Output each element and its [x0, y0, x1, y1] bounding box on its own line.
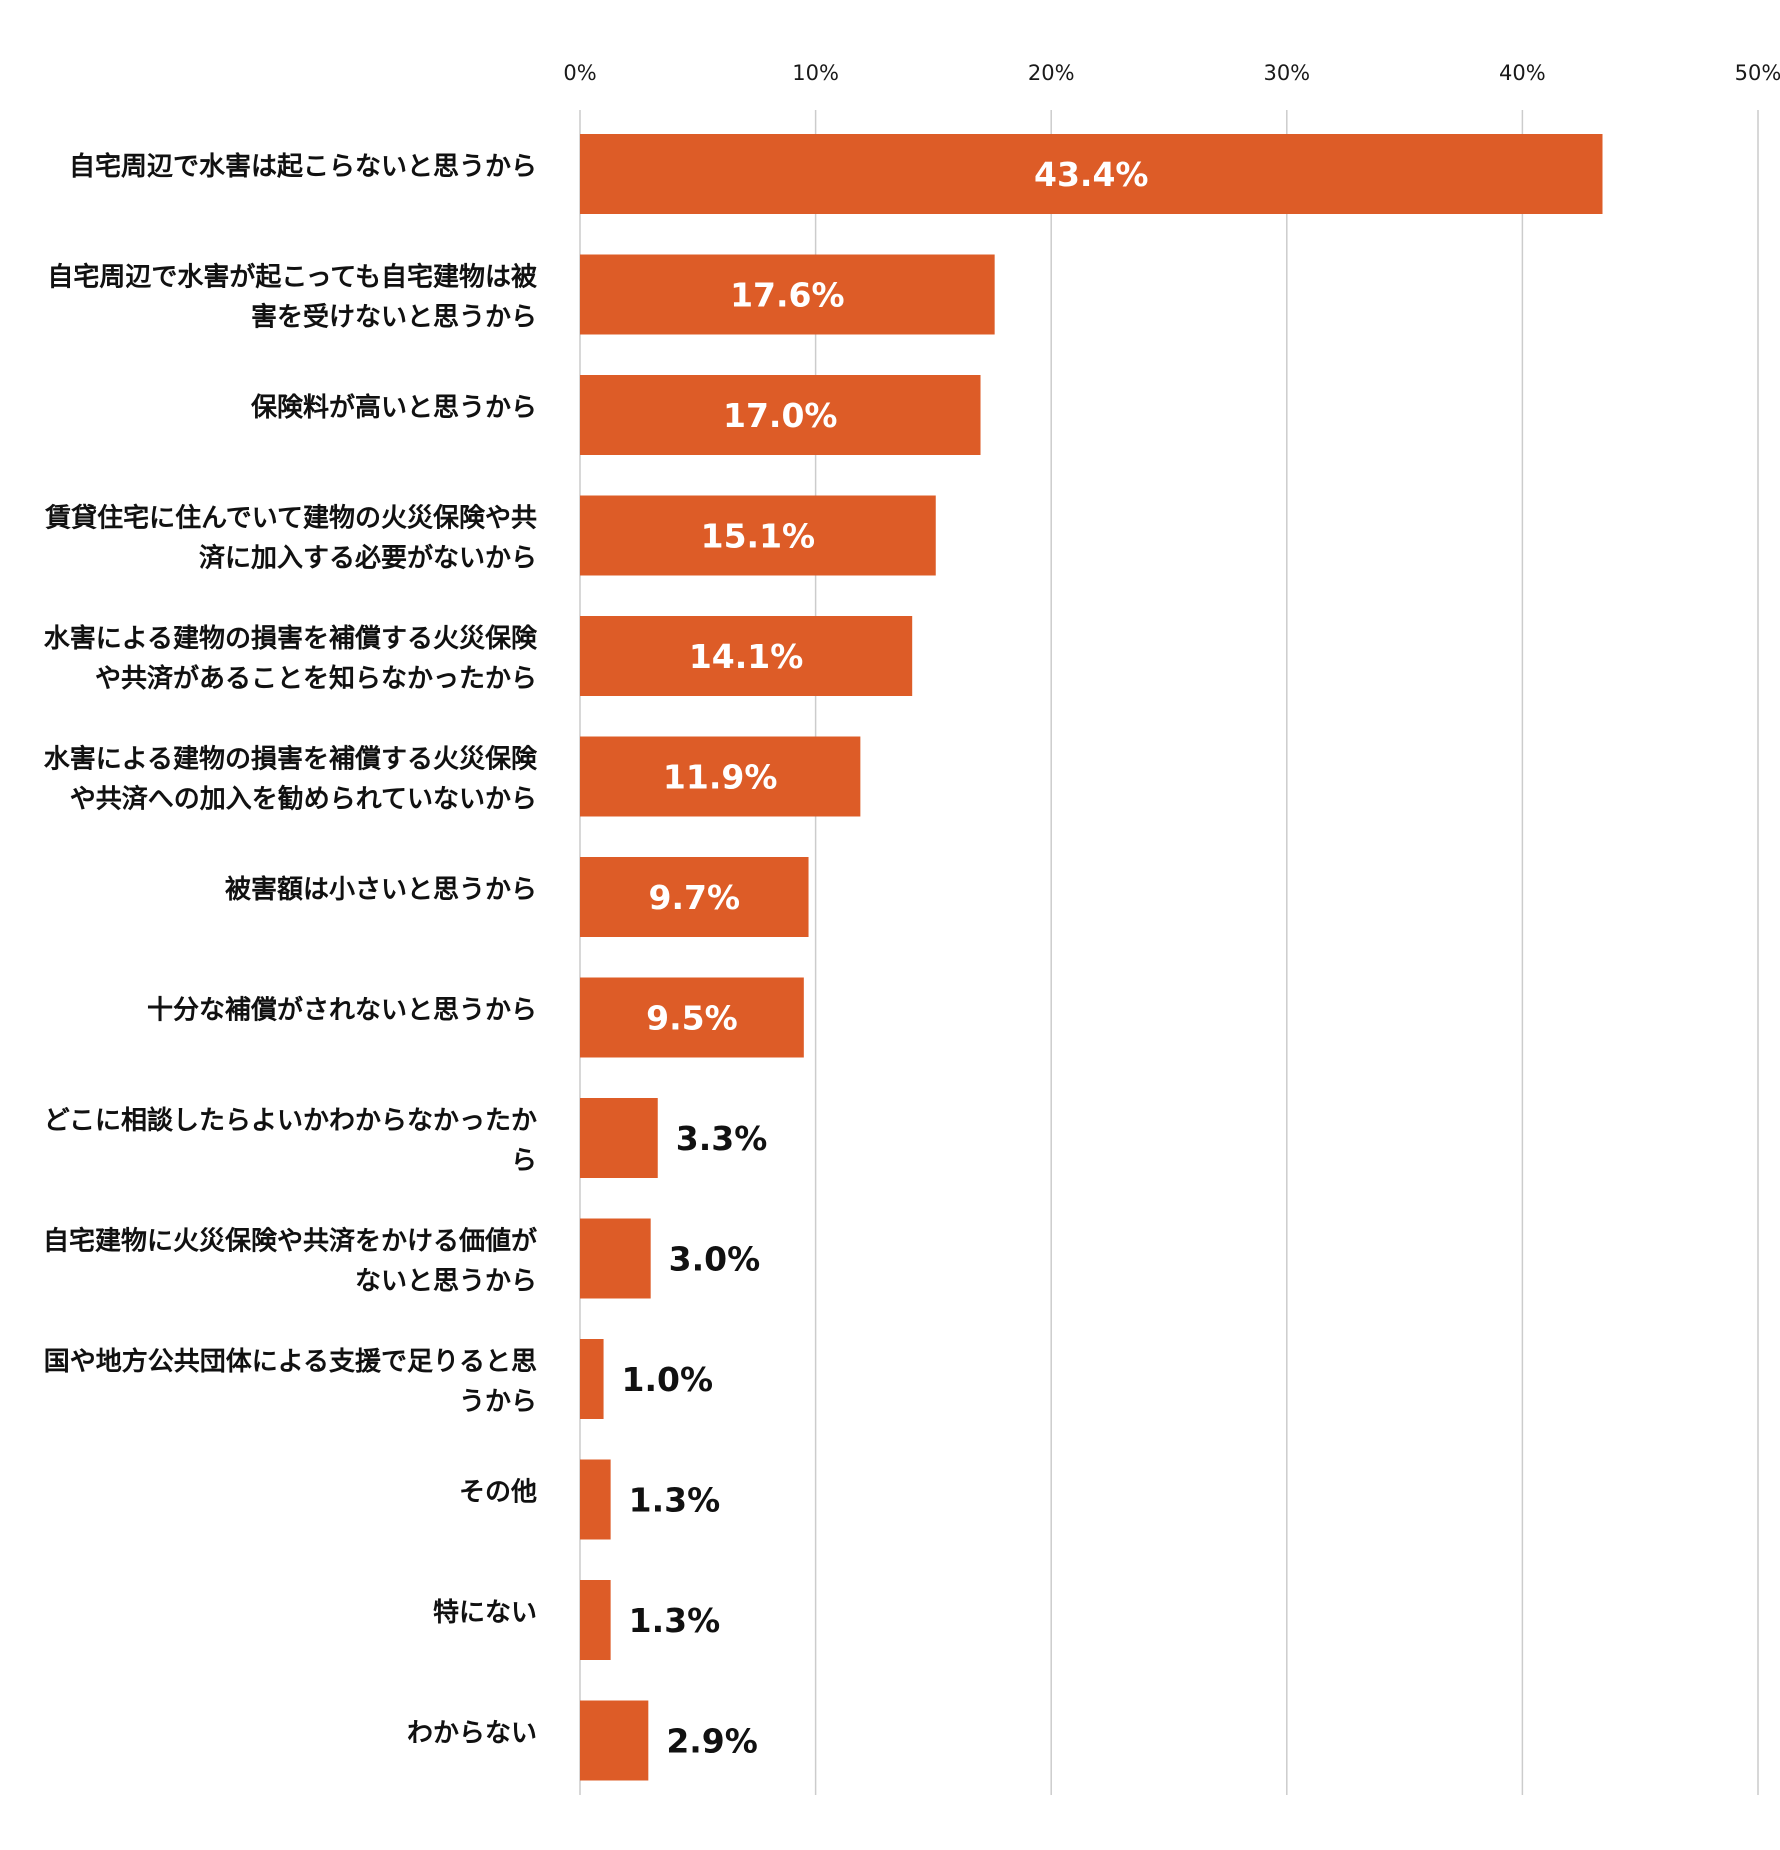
category-label: 保険料が高いと思うから	[250, 392, 537, 423]
category-label-line: 十分な補償がされないと思うから	[147, 995, 537, 1026]
x-axis-ticks: 0% 10% 20% 30% 40% 50%	[563, 61, 1780, 85]
value-label: 1.3%	[629, 1481, 721, 1520]
category-label-line: 自宅建物に火災保険や共済をかける価値が	[43, 1226, 537, 1257]
value-labels: 43.4% 17.6% 17.0% 15.1% 14.1% 11.9% 9.7% 9.5% 3.…	[622, 155, 1149, 1761]
category-label: 十分な補償がされないと思うから	[147, 995, 537, 1026]
value-label: 3.3%	[676, 1119, 768, 1158]
category-label: 特にない	[433, 1597, 537, 1628]
category-label-line: 保険料が高いと思うから	[250, 392, 537, 423]
value-label: 11.9%	[663, 758, 778, 797]
category-label-line: 水害による建物の損害を補償する火災保険	[44, 744, 538, 775]
category-labels: 自宅周辺で水害は起こらないと思うから自宅周辺で水害が起こっても自宅建物は被害を受…	[43, 151, 538, 1749]
bar	[580, 1459, 611, 1540]
category-label: 自宅周辺で水害が起こっても自宅建物は被害を受けないと思うから	[47, 262, 537, 333]
bar	[580, 254, 995, 335]
bar	[580, 375, 981, 455]
category-label: どこに相談したらよいかわからなかったから	[44, 1105, 537, 1176]
category-label: 賃貸住宅に住んでいて建物の火災保険や共済に加入する必要がないから	[44, 503, 537, 574]
bar	[580, 1098, 658, 1178]
value-label: 3.0%	[669, 1240, 761, 1279]
value-label: 17.6%	[730, 276, 845, 315]
bar	[580, 1218, 651, 1299]
category-label: 水害による建物の損害を補償する火災保険や共済への加入を勧められていないから	[44, 744, 538, 815]
gridlines	[579, 110, 1759, 1795]
category-label-line: ないと思うから	[355, 1267, 537, 1297]
category-label-line: わからない	[407, 1719, 537, 1749]
category-label-line: 国や地方公共団体による支援で足りると思	[44, 1346, 537, 1377]
bar	[580, 1339, 604, 1419]
value-label: 14.1%	[689, 637, 804, 676]
x-tick-label: 40%	[1499, 61, 1546, 85]
category-label: 自宅周辺で水害は起こらないと思うから	[69, 151, 537, 182]
category-label-line: 賃貸住宅に住んでいて建物の火災保険や共	[44, 503, 537, 534]
value-label: 43.4%	[1034, 155, 1149, 194]
category-label-line: 自宅周辺で水害が起こっても自宅建物は被	[47, 262, 537, 293]
bar	[580, 616, 913, 696]
bar	[580, 134, 1603, 214]
bar	[580, 1700, 649, 1781]
category-label: 国や地方公共団体による支援で足りると思うから	[44, 1346, 537, 1417]
category-label: 被害額は小さいと思うから	[225, 874, 537, 905]
bar	[580, 857, 809, 937]
category-label-line: 特にない	[433, 1597, 537, 1628]
x-tick-label: 20%	[1028, 61, 1075, 85]
category-label-line: や共済への加入を勧められていないから	[70, 784, 537, 815]
category-label-line: うから	[459, 1387, 537, 1417]
category-label-line: や共済があることを知らなかったから	[95, 663, 537, 694]
bars	[580, 134, 1603, 1781]
bar	[580, 495, 936, 576]
category-label-line: 自宅周辺で水害は起こらないと思うから	[69, 151, 537, 182]
category-label: 水害による建物の損害を補償する火災保険や共済があることを知らなかったから	[44, 623, 538, 694]
category-label: わからない	[407, 1719, 537, 1749]
category-label-line: 被害額は小さいと思うから	[225, 874, 537, 905]
category-label: その他	[459, 1478, 537, 1508]
category-label-line: ら	[511, 1146, 537, 1176]
category-label-line: 水害による建物の損害を補償する火災保険	[44, 623, 538, 654]
bar	[580, 1580, 611, 1660]
category-label-line: その他	[459, 1478, 537, 1508]
bar	[580, 736, 861, 817]
category-label-line: どこに相談したらよいかわからなかったか	[44, 1105, 537, 1136]
x-tick-label: 30%	[1263, 61, 1310, 85]
value-label: 2.9%	[666, 1722, 758, 1761]
value-label: 17.0%	[723, 396, 838, 435]
category-label-line: 済に加入する必要がないから	[199, 543, 537, 574]
value-label: 9.7%	[649, 878, 741, 917]
value-label: 15.1%	[701, 517, 816, 556]
x-tick-label: 50%	[1735, 61, 1780, 85]
value-label: 1.0%	[622, 1360, 714, 1399]
category-label: 自宅建物に火災保険や共済をかける価値がないと思うから	[43, 1226, 537, 1297]
value-label: 1.3%	[629, 1601, 721, 1640]
x-tick-label: 10%	[792, 61, 839, 85]
value-label: 9.5%	[646, 999, 738, 1038]
bar	[580, 977, 804, 1058]
x-tick-label: 0%	[563, 61, 596, 85]
category-label-line: 害を受けないと思うから	[251, 302, 537, 333]
